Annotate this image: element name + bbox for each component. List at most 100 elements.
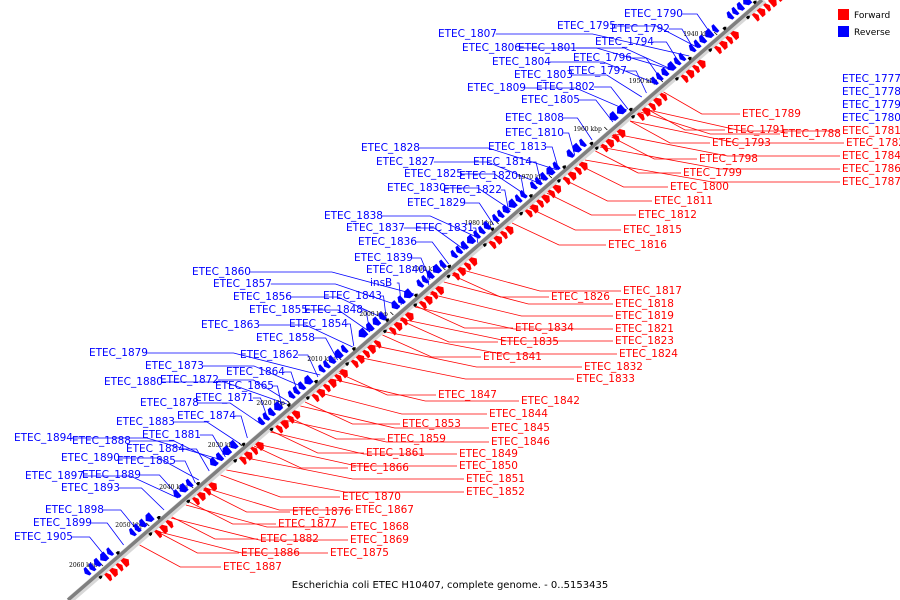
other-feature (286, 403, 291, 408)
forward-gene-label: ETEC_1818 (615, 298, 674, 310)
reverse-gene (473, 230, 482, 239)
reverse-gene (129, 527, 137, 537)
forward-gene-label: ETEC_1789 (742, 108, 801, 120)
forward-gene-label: ETEC_1853 (402, 418, 461, 430)
scale-tick-label: 2020 kbp (256, 400, 285, 407)
forward-gene (648, 102, 657, 112)
forward-leader-line (226, 469, 464, 493)
reverse-leader-line (249, 271, 415, 295)
forward-leader-line (338, 372, 436, 396)
forward-leader-line (644, 107, 725, 131)
forward-gene (367, 344, 376, 355)
reverse-gene-label: insB (370, 277, 392, 289)
forward-gene (653, 97, 662, 107)
other-feature (722, 26, 727, 31)
forward-gene (578, 161, 588, 171)
reverse-leader-line (625, 70, 647, 94)
reverse-leader-line (652, 41, 681, 65)
forward-gene-label: ETEC_1799 (683, 167, 742, 179)
legend-forward-swatch (838, 9, 849, 20)
reverse-gene (229, 439, 239, 449)
other-feature (98, 575, 103, 580)
forward-gene (192, 497, 200, 506)
reverse-leader-line (202, 365, 306, 389)
forward-gene-label: ETEC_1847 (438, 389, 497, 401)
forward-leader-line (629, 120, 710, 144)
reverse-gene-label: ETEC_1796 (573, 52, 632, 64)
scale-tick-label: 1950 kbp (629, 78, 658, 85)
reverse-gene-label: ETEC_1879 (89, 347, 148, 359)
reverse-gene (529, 181, 538, 190)
forward-gene-label: ETEC_1832 (584, 361, 643, 373)
forward-leader-line (287, 416, 385, 440)
reverse-leader-line (415, 241, 449, 265)
forward-gene-label: ETEC_1869 (350, 534, 409, 546)
legend-reverse-swatch (838, 26, 849, 37)
reverse-gene (617, 104, 627, 115)
reverse-gene (514, 194, 523, 203)
forward-gene-label: ETEC_1800 (670, 181, 729, 193)
reverse-gene-label: ETEC_1805 (521, 94, 580, 106)
forward-gene (393, 321, 403, 332)
reverse-gene-label: ETEC_1857 (213, 278, 272, 290)
reverse-leader-line (516, 175, 526, 199)
forward-gene-label: ETEC_1815 (623, 224, 682, 236)
reverse-gene-label: ETEC_1779 (842, 99, 900, 111)
reverse-leader-line (444, 187, 512, 211)
reverse-gene (304, 374, 314, 385)
reverse-gene (421, 274, 430, 284)
forward-leader-line (170, 517, 348, 541)
reverse-gene (467, 234, 477, 244)
reverse-gene (287, 390, 296, 399)
forward-gene (154, 529, 163, 539)
forward-gene-label: ETEC_1886 (241, 547, 300, 559)
forward-gene (104, 572, 113, 582)
reverse-gene-label: ETEC_1797 (568, 65, 627, 77)
forward-gene (659, 92, 668, 102)
reverse-gene (478, 225, 486, 235)
reverse-gene-label: ETEC_1794 (595, 36, 654, 48)
legend-forward-label: Forward (854, 11, 890, 21)
forward-gene (636, 112, 645, 121)
reverse-gene-label: ETEC_1813 (488, 141, 547, 153)
scale-tick-label: 1970 kbp (518, 174, 547, 181)
genome-caption: Escherichia coli ETEC H10407, complete g… (292, 580, 608, 591)
reverse-gene-label: ETEC_1889 (82, 469, 141, 481)
forward-gene (388, 326, 397, 336)
forward-gene (208, 482, 217, 492)
reverse-gene (426, 270, 435, 279)
reverse-gene (88, 562, 97, 572)
reverse-leader-line (433, 161, 542, 185)
forward-gene (488, 240, 497, 250)
forward-leader-line (400, 318, 613, 342)
reverse-gene-label: ETEC_1881 (142, 429, 201, 441)
reverse-gene (609, 111, 619, 121)
reverse-leader-line (118, 457, 199, 481)
forward-gene (291, 410, 301, 420)
reverse-leader-line (118, 487, 165, 511)
reverse-leader-line (90, 522, 124, 546)
reverse-gene (650, 76, 659, 85)
reverse-gene (572, 142, 583, 153)
forward-gene (600, 143, 609, 153)
forward-leader-line (414, 306, 613, 330)
forward-leader-line (599, 146, 840, 170)
forward-gene (120, 558, 130, 568)
forward-gene-label: ETEC_1870 (342, 491, 401, 503)
reverse-leader-line (630, 57, 662, 81)
forward-gene (493, 235, 503, 245)
reverse-gene (185, 478, 194, 488)
forward-gene (418, 300, 427, 310)
reverse-gene (705, 28, 715, 38)
reverse-leader-line (381, 215, 479, 239)
forward-gene-label: ETEC_1868 (350, 521, 409, 533)
reverse-gene (455, 245, 464, 255)
forward-gene-label: ETEC_1859 (387, 433, 446, 445)
other-feature (148, 532, 153, 537)
reverse-gene-label: ETEC_1829 (407, 197, 466, 209)
forward-gene (311, 393, 320, 403)
reverse-leader-line (461, 173, 528, 197)
forward-leader-line (205, 487, 353, 511)
reverse-leader-line (571, 74, 643, 98)
forward-leader-line (253, 445, 348, 469)
